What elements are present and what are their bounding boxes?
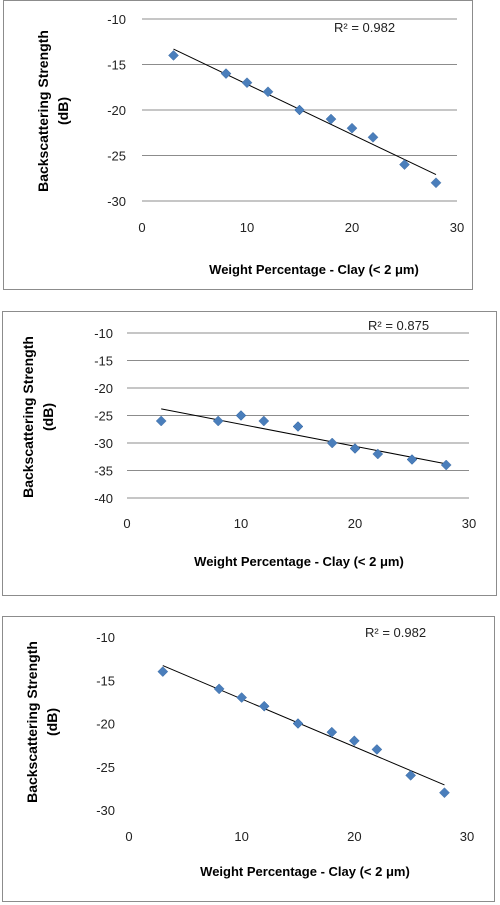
- data-point: [262, 86, 274, 98]
- x-tick-label: 0: [123, 516, 130, 531]
- data-point: [236, 692, 248, 703]
- x-axis-label: Weight Percentage - Clay (< 2 μm): [194, 554, 404, 569]
- y-tick-label: -40: [94, 491, 113, 506]
- y-axis-label-line-2: (dB): [55, 97, 71, 125]
- data-point: [258, 700, 270, 712]
- x-tick-label: 20: [348, 516, 362, 531]
- x-tick-label: 0: [138, 220, 145, 235]
- x-tick-label: 10: [240, 220, 254, 235]
- data-point: [326, 726, 338, 738]
- data-point: [405, 770, 417, 781]
- y-tick-label: -15: [107, 58, 126, 73]
- data-point: [168, 50, 179, 61]
- y-axis-label-line-2: (dB): [44, 708, 60, 736]
- data-point: [406, 454, 418, 465]
- data-point: [440, 459, 452, 471]
- data-point: [325, 113, 337, 125]
- x-tick-label: 30: [462, 516, 476, 531]
- data-point: [367, 131, 379, 143]
- y-tick-label: -30: [94, 436, 113, 451]
- trendline: [162, 665, 445, 786]
- r-squared-annotation: R² = 0.982: [365, 625, 426, 640]
- y-tick-label: -20: [107, 103, 126, 118]
- data-point: [439, 787, 450, 799]
- y-axis-label: Backscattering Strength (dB): [24, 641, 60, 803]
- x-tick-label: 30: [450, 220, 464, 235]
- chart-panel-1: -10 -15 -20 -25 -30 0 10 20 30 R² = 0.982 Backscat…: [3, 0, 473, 290]
- x-tick-label: 10: [234, 829, 248, 844]
- chart-1-svg: -10 -15 -20 -25 -30 0 10 20 30 R² = 0.982 Backscat…: [35, 12, 464, 277]
- data-point: [326, 437, 338, 449]
- data-point: [213, 683, 225, 695]
- y-axis-label: Backscattering Strength (dB): [35, 30, 71, 192]
- y-tick-label: -15: [94, 354, 113, 369]
- chart-3-svg: -10 -15 -20 -25 -30 0 10 20 30 R² = 0.982 Backscat…: [24, 625, 474, 879]
- y-tick-label: -20: [94, 381, 113, 396]
- data-point: [346, 122, 358, 134]
- y-tick-label: -25: [96, 760, 115, 775]
- y-tick-label: -30: [107, 194, 126, 209]
- y-tick-label: -20: [96, 717, 115, 732]
- trendline: [161, 408, 447, 465]
- data-point: [399, 159, 410, 170]
- x-axis-label: Weight Percentage - Clay (< 2 μm): [209, 262, 419, 277]
- x-tick-label: 30: [460, 829, 474, 844]
- chart-panel-3: -10 -15 -20 -25 -30 0 10 20 30 R² = 0.982 Backscat…: [2, 616, 495, 902]
- data-point: [372, 448, 384, 460]
- data-point: [220, 68, 232, 79]
- y-tick-label: -10: [94, 326, 113, 341]
- data-point: [235, 410, 247, 421]
- data-point: [292, 718, 304, 729]
- data-point: [157, 666, 169, 677]
- data-point: [292, 421, 304, 432]
- x-tick-label: 0: [125, 829, 132, 844]
- chart-2-svg: -10 -15 -20 -25 -30 -35 -40 0 10 20 30 R² = 0.875 Ba…: [20, 318, 476, 569]
- x-tick-label: 20: [347, 829, 361, 844]
- y-tick-label: -25: [94, 409, 113, 424]
- x-tick-label: 20: [345, 220, 359, 235]
- x-tick-label: 10: [234, 516, 248, 531]
- data-point: [294, 104, 305, 116]
- chart-panel-2: -10 -15 -20 -25 -30 -35 -40 0 10 20 30 R² = 0.875 Ba…: [2, 311, 497, 596]
- y-tick-label: -25: [107, 149, 126, 164]
- x-axis-label: Weight Percentage - Clay (< 2 μm): [200, 864, 410, 879]
- data-point: [348, 735, 360, 747]
- y-axis-label: Backscattering Strength (dB): [20, 336, 56, 498]
- y-tick-label: -10: [96, 630, 115, 645]
- data-point: [241, 77, 253, 89]
- data-point: [349, 443, 361, 454]
- y-tick-label: -15: [96, 673, 115, 688]
- data-point: [212, 415, 224, 427]
- y-axis-label-line-1: Backscattering Strength: [35, 30, 51, 192]
- y-axis-label-line-2: (dB): [40, 403, 56, 431]
- data-point: [430, 177, 442, 189]
- r-squared-annotation: R² = 0.875: [368, 318, 429, 333]
- y-axis-label-line-1: Backscattering Strength: [20, 336, 36, 498]
- data-point: [155, 415, 167, 427]
- trendline: [173, 48, 437, 176]
- data-point: [371, 744, 383, 755]
- y-tick-label: -10: [107, 12, 126, 27]
- y-axis-label-line-1: Backscattering Strength: [24, 641, 40, 803]
- data-point: [258, 415, 270, 427]
- r-squared-annotation: R² = 0.982: [334, 20, 395, 35]
- y-tick-label: -30: [96, 803, 115, 818]
- y-tick-label: -35: [94, 464, 113, 479]
